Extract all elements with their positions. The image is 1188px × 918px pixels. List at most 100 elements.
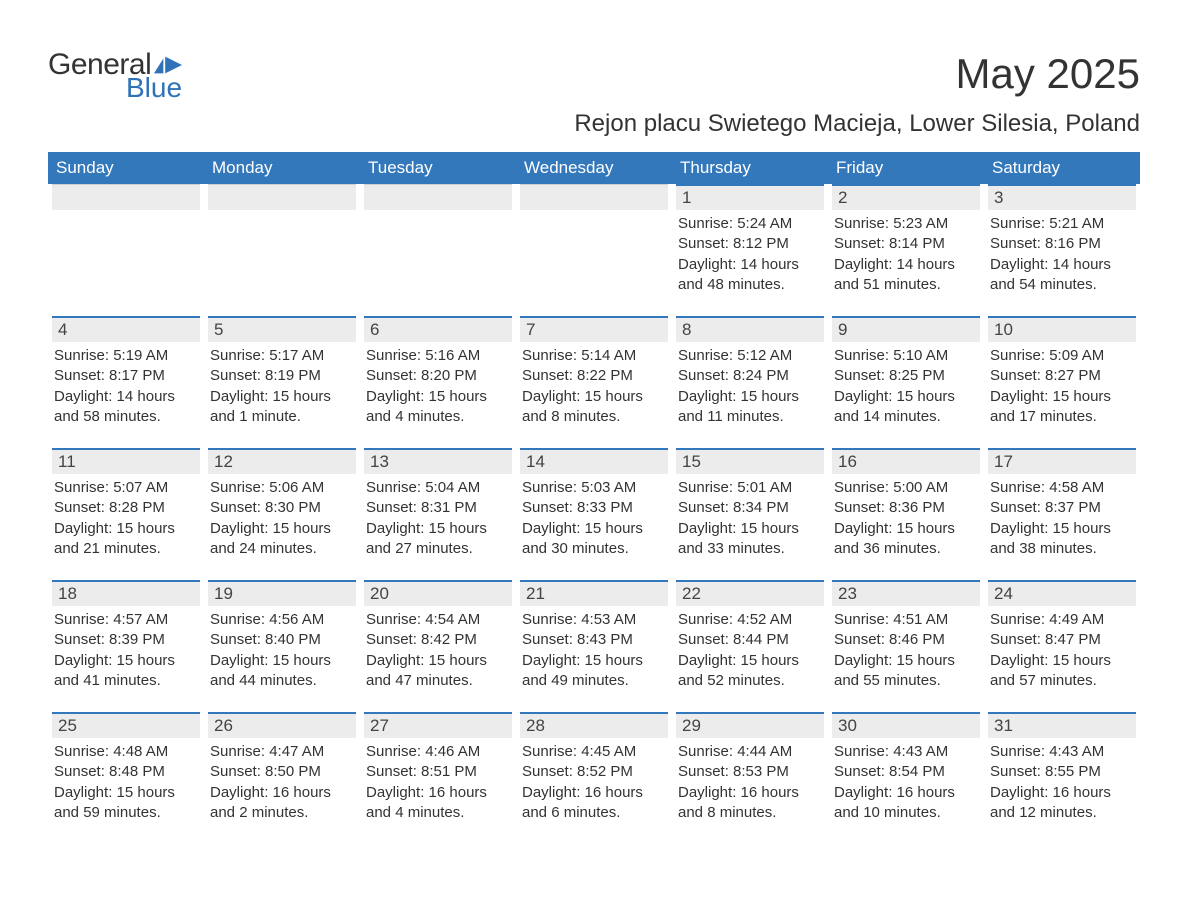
day-number-bar: 21 [520,580,668,606]
dl1-text: Daylight: 15 hours [676,519,824,539]
sunset-text: Sunset: 8:47 PM [988,630,1136,650]
calendar-cell: 6Sunrise: 5:16 AMSunset: 8:20 PMDaylight… [360,316,516,448]
day-number: 2 [838,188,847,207]
sunrise-text: Sunrise: 5:01 AM [676,478,824,498]
dl2-text: and 41 minutes. [52,671,200,691]
dl1-text: Daylight: 16 hours [832,783,980,803]
day-number-bar: 3 [988,184,1136,210]
sunset-text: Sunset: 8:30 PM [208,498,356,518]
dl2-text: and 38 minutes. [988,539,1136,559]
sunrise-text: Sunrise: 5:07 AM [52,478,200,498]
day-number-bar: 5 [208,316,356,342]
day-number: 15 [682,452,701,471]
calendar-cell: 27Sunrise: 4:46 AMSunset: 8:51 PMDayligh… [360,712,516,844]
day-number: 30 [838,716,857,735]
day-number: 17 [994,452,1013,471]
dl1-text: Daylight: 15 hours [988,651,1136,671]
sunset-text: Sunset: 8:34 PM [676,498,824,518]
header: General Blue May 2025 [48,50,1140,102]
day-number: 29 [682,716,701,735]
dl1-text: Daylight: 15 hours [520,387,668,407]
calendar-cell: 26Sunrise: 4:47 AMSunset: 8:50 PMDayligh… [204,712,360,844]
location-subtitle: Rejon placu Swietego Macieja, Lower Sile… [48,110,1140,138]
calendar-body: 1Sunrise: 5:24 AMSunset: 8:12 PMDaylight… [48,184,1140,844]
dl1-text: Daylight: 15 hours [208,387,356,407]
calendar-cell: 4Sunrise: 5:19 AMSunset: 8:17 PMDaylight… [48,316,204,448]
dl1-text: Daylight: 15 hours [988,387,1136,407]
day-number-bar: 9 [832,316,980,342]
dl2-text: and 24 minutes. [208,539,356,559]
sunset-text: Sunset: 8:50 PM [208,762,356,782]
dl2-text: and 14 minutes. [832,407,980,427]
dl1-text: Daylight: 15 hours [832,387,980,407]
calendar-cell: 30Sunrise: 4:43 AMSunset: 8:54 PMDayligh… [828,712,984,844]
sunset-text: Sunset: 8:16 PM [988,234,1136,254]
dl1-text: Daylight: 14 hours [676,255,824,275]
sunset-text: Sunset: 8:46 PM [832,630,980,650]
dl2-text: and 57 minutes. [988,671,1136,691]
day-number-bar: 2 [832,184,980,210]
dl2-text: and 49 minutes. [520,671,668,691]
day-number: 22 [682,584,701,603]
blank-day-bar [364,184,512,210]
dl2-text: and 1 minute. [208,407,356,427]
sunrise-text: Sunrise: 4:45 AM [520,742,668,762]
page-title: May 2025 [956,50,1140,98]
sunrise-text: Sunrise: 4:58 AM [988,478,1136,498]
sunrise-text: Sunrise: 4:47 AM [208,742,356,762]
logo-text-blue: Blue [126,74,182,102]
blank-day-bar [208,184,356,210]
day-number: 26 [214,716,233,735]
sunrise-text: Sunrise: 4:52 AM [676,610,824,630]
weekday-header: Tuesday [360,152,516,184]
day-number-bar: 17 [988,448,1136,474]
sunset-text: Sunset: 8:14 PM [832,234,980,254]
day-number: 14 [526,452,545,471]
dl1-text: Daylight: 16 hours [676,783,824,803]
sunrise-text: Sunrise: 4:51 AM [832,610,980,630]
weekday-header: Thursday [672,152,828,184]
dl1-text: Daylight: 15 hours [364,519,512,539]
dl1-text: Daylight: 15 hours [208,519,356,539]
day-number: 6 [370,320,379,339]
dl1-text: Daylight: 14 hours [988,255,1136,275]
calendar-week-row: 1Sunrise: 5:24 AMSunset: 8:12 PMDaylight… [48,184,1140,316]
calendar-cell [204,184,360,316]
day-number-bar: 28 [520,712,668,738]
sunrise-text: Sunrise: 4:49 AM [988,610,1136,630]
day-number: 11 [58,452,76,471]
day-number: 12 [214,452,233,471]
day-number-bar: 18 [52,580,200,606]
calendar-cell: 11Sunrise: 5:07 AMSunset: 8:28 PMDayligh… [48,448,204,580]
day-number: 13 [370,452,389,471]
dl2-text: and 27 minutes. [364,539,512,559]
dl2-text: and 8 minutes. [520,407,668,427]
day-number-bar: 4 [52,316,200,342]
dl2-text: and 52 minutes. [676,671,824,691]
day-number: 3 [994,188,1003,207]
calendar-cell: 9Sunrise: 5:10 AMSunset: 8:25 PMDaylight… [828,316,984,448]
sunrise-text: Sunrise: 4:53 AM [520,610,668,630]
sunrise-text: Sunrise: 5:04 AM [364,478,512,498]
sunset-text: Sunset: 8:40 PM [208,630,356,650]
sunrise-text: Sunrise: 4:57 AM [52,610,200,630]
day-number-bar: 6 [364,316,512,342]
dl2-text: and 58 minutes. [52,407,200,427]
blank-day-bar [520,184,668,210]
sunrise-text: Sunrise: 5:23 AM [832,214,980,234]
day-number-bar: 10 [988,316,1136,342]
dl1-text: Daylight: 15 hours [988,519,1136,539]
day-number: 1 [682,188,691,207]
day-number: 5 [214,320,223,339]
dl2-text: and 8 minutes. [676,803,824,823]
calendar-cell: 10Sunrise: 5:09 AMSunset: 8:27 PMDayligh… [984,316,1140,448]
weekday-header: Wednesday [516,152,672,184]
day-number: 24 [994,584,1013,603]
calendar-cell: 21Sunrise: 4:53 AMSunset: 8:43 PMDayligh… [516,580,672,712]
dl2-text: and 4 minutes. [364,803,512,823]
day-number-bar: 27 [364,712,512,738]
dl1-text: Daylight: 15 hours [676,387,824,407]
sunrise-text: Sunrise: 5:00 AM [832,478,980,498]
calendar-cell: 3Sunrise: 5:21 AMSunset: 8:16 PMDaylight… [984,184,1140,316]
calendar-cell: 28Sunrise: 4:45 AMSunset: 8:52 PMDayligh… [516,712,672,844]
